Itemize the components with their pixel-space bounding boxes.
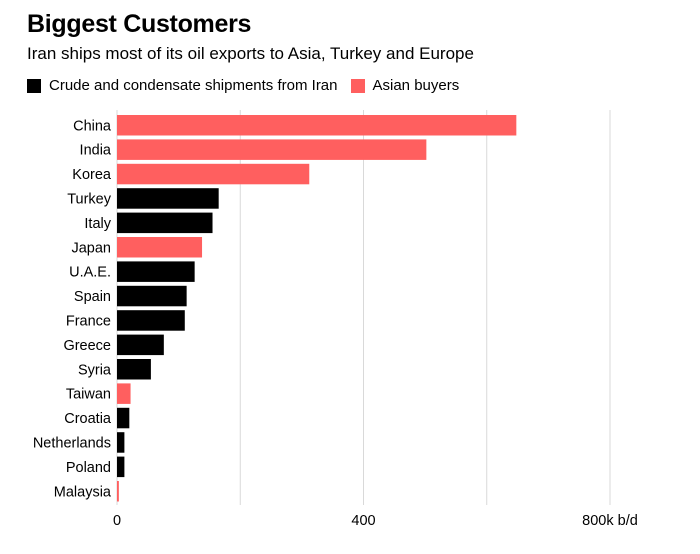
- bar-u-a-e: [117, 261, 195, 282]
- category-label-greece: Greece: [63, 338, 111, 354]
- legend-swatch-red: [350, 78, 365, 93]
- bar-layer: [117, 115, 517, 502]
- bar-france: [117, 310, 185, 331]
- bar-turkey: [117, 188, 219, 209]
- chart-title: Biggest Customers: [27, 10, 252, 38]
- x-tick-label-layer: 0 400 800k b/d: [113, 513, 638, 529]
- x-tick-label-0: 0: [113, 513, 121, 529]
- category-label-france: France: [66, 313, 111, 329]
- bar-netherlands: [117, 432, 125, 453]
- category-label-croatia: Croatia: [64, 411, 112, 427]
- bar-japan: [117, 237, 203, 258]
- category-label-layer: China India Korea Turkey Italy Japan U.A.E. Spa…: [33, 118, 112, 500]
- category-label-malaysia: Malaysia: [54, 484, 112, 500]
- x-tick-label-400: 400: [351, 513, 375, 529]
- legend-item-iran-shipments: Crude and condensate shipments from Iran: [27, 77, 338, 94]
- category-label-syria: Syria: [78, 362, 112, 378]
- legend-label-iran-shipments: Crude and condensate shipments from Iran: [49, 77, 338, 94]
- category-label-italy: Italy: [84, 216, 111, 232]
- category-label-india: India: [80, 143, 112, 159]
- bar-syria: [117, 359, 151, 380]
- bar-taiwan: [117, 383, 131, 404]
- bar-croatia: [117, 407, 130, 429]
- bar-india: [117, 139, 427, 160]
- bar-greece: [117, 334, 164, 356]
- bar-china: [117, 115, 517, 136]
- legend-swatch-black: [27, 78, 41, 93]
- category-label-poland: Poland: [66, 460, 111, 476]
- category-label-netherlands: Netherlands: [33, 435, 111, 451]
- category-label-spain: Spain: [74, 289, 111, 305]
- legend-label-asian-buyers: Asian buyers: [372, 77, 460, 94]
- category-label-turkey: Turkey: [67, 191, 112, 207]
- legend-item-asian-buyers: Asian buyers: [350, 77, 460, 94]
- bar-italy: [117, 212, 213, 234]
- category-label-japan: Japan: [71, 240, 111, 256]
- bar-malaysia: [117, 481, 119, 502]
- category-label-korea: Korea: [72, 167, 112, 183]
- legend: Crude and condensate shipments from Iran…: [27, 77, 472, 94]
- x-tick-label-800: 800k b/d: [582, 513, 638, 529]
- bar-spain: [117, 285, 187, 307]
- category-label-taiwan: Taiwan: [66, 387, 111, 403]
- bar-poland: [117, 456, 125, 478]
- chart-subtitle: Iran ships most of its oil exports to As…: [27, 44, 474, 63]
- bar-korea: [117, 163, 310, 185]
- category-label-u-a-e: U.A.E.: [69, 265, 111, 281]
- category-label-china: China: [73, 118, 112, 134]
